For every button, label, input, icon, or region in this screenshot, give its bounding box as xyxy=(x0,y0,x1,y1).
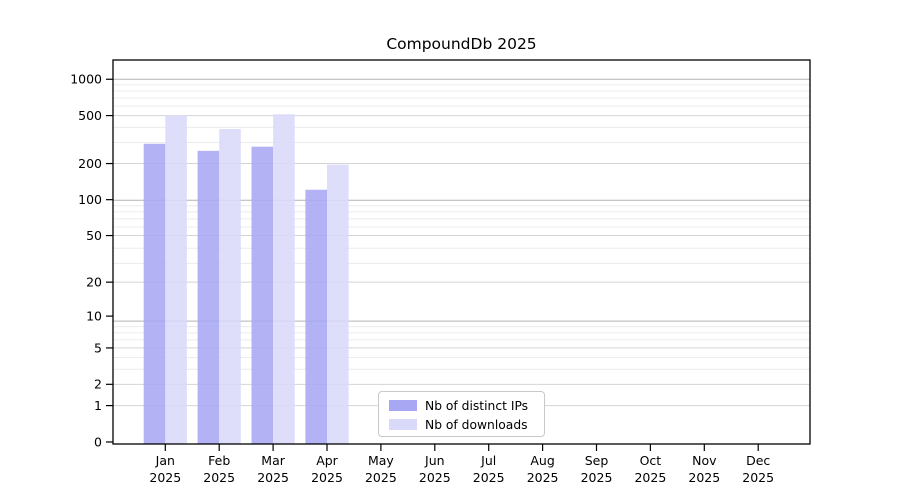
x-tick-label-month: Apr xyxy=(316,453,338,468)
bar-downloads-mar xyxy=(273,114,295,445)
legend-label-distinct-ips: Nb of distinct IPs xyxy=(425,398,529,413)
legend-swatch-distinct-ips xyxy=(389,400,417,411)
x-tick-label-year: 2025 xyxy=(419,470,451,485)
y-tick-label: 200 xyxy=(78,156,102,171)
x-tick-label-year: 2025 xyxy=(742,470,774,485)
x-tick-label-year: 2025 xyxy=(581,470,613,485)
x-tick-label-year: 2025 xyxy=(688,470,720,485)
x-tick-label-year: 2025 xyxy=(634,470,666,485)
y-tick-label: 10 xyxy=(86,308,102,323)
y-tick-label: 20 xyxy=(86,275,102,290)
x-tick-label-month: Jan xyxy=(155,453,175,468)
legend-swatch-downloads xyxy=(389,419,417,430)
y-tick-label: 500 xyxy=(78,108,102,123)
y-tick-label: 50 xyxy=(86,228,102,243)
bar-distinct-ips-apr xyxy=(305,189,327,444)
plot-frame xyxy=(112,59,811,445)
chart-title: CompoundDb 2025 xyxy=(386,35,537,53)
y-tick-label: 2 xyxy=(94,377,102,392)
bar-distinct-ips-mar xyxy=(251,146,274,444)
y-tick-label: 0 xyxy=(94,434,102,449)
x-tick-label-year: 2025 xyxy=(527,470,559,485)
bar-distinct-ips-jan xyxy=(143,143,166,444)
x-tick-label-month: Jul xyxy=(480,453,496,468)
bar-distinct-ips-feb xyxy=(197,150,220,444)
legend-entry-downloads: Nb of downloads xyxy=(389,415,544,434)
x-tick-label-month: May xyxy=(368,453,394,468)
bar-downloads-feb xyxy=(219,129,241,444)
x-tick-label-year: 2025 xyxy=(365,470,397,485)
x-tick-label-month: Dec xyxy=(746,453,770,468)
legend-label-downloads: Nb of downloads xyxy=(425,417,528,432)
x-tick-label-month: Aug xyxy=(530,453,554,468)
x-tick-label-month: Oct xyxy=(640,453,662,468)
bar-downloads-apr xyxy=(327,164,349,444)
x-tick-label-year: 2025 xyxy=(257,470,289,485)
legend-entry-distinct-ips: Nb of distinct IPs xyxy=(389,396,544,415)
x-tick-label-year: 2025 xyxy=(311,470,343,485)
x-tick-label-year: 2025 xyxy=(203,470,235,485)
bar-downloads-jan xyxy=(165,115,187,444)
y-tick-label: 100 xyxy=(78,192,102,207)
x-tick-label-month: Jun xyxy=(424,453,445,468)
x-tick-label-month: Nov xyxy=(692,453,717,468)
legend: Nb of distinct IPs Nb of downloads xyxy=(378,391,545,437)
x-tick-label-year: 2025 xyxy=(149,470,181,485)
y-tick-label: 1 xyxy=(94,398,102,413)
x-tick-label-month: Feb xyxy=(208,453,230,468)
x-tick-label-month: Sep xyxy=(585,453,609,468)
y-tick-label: 5 xyxy=(94,340,102,355)
x-tick-label-year: 2025 xyxy=(473,470,505,485)
x-tick-label-month: Mar xyxy=(261,453,285,468)
y-tick-label: 1000 xyxy=(70,72,102,87)
